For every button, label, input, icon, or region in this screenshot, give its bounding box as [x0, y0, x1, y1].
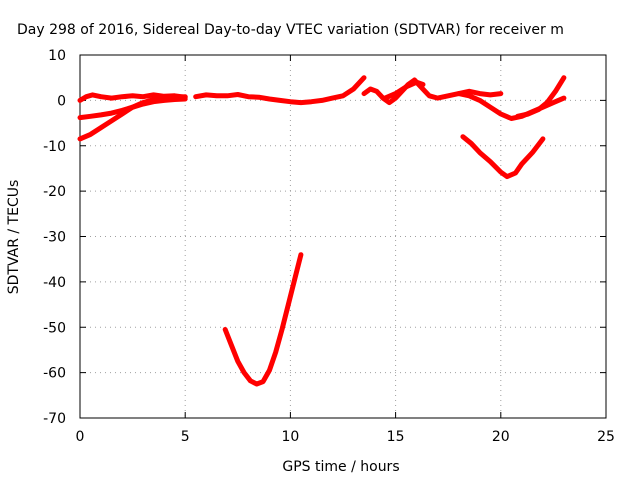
x-axis-label: GPS time / hours: [282, 459, 399, 475]
y-tick-label: -50: [43, 320, 66, 336]
y-tick-label: -70: [43, 411, 66, 427]
grid-lines: [80, 55, 606, 418]
x-tick-label: 5: [181, 429, 190, 445]
series-line-7: [515, 75, 567, 119]
y-tick-label: -40: [43, 275, 66, 291]
y-tick-label: -20: [43, 184, 66, 200]
x-tick-label: 0: [76, 429, 85, 445]
y-tick-label: -30: [43, 230, 66, 246]
series-line-2: [77, 94, 188, 142]
series-line-8: [460, 134, 546, 180]
series-line-9: [222, 252, 304, 387]
plot-frame: [79, 54, 607, 419]
axis-ticks: 0 5 10 15 20 25 10 0 -10 -20 -30 -40 -50 -60 -70: [43, 48, 615, 445]
data-series: [77, 75, 567, 387]
y-axis-label: SDTVAR / TECUs: [6, 180, 22, 295]
x-tick-label: 20: [492, 429, 510, 445]
series-line-5: [382, 79, 426, 101]
x-tick-label: 15: [387, 429, 405, 445]
y-tick-label: 0: [57, 93, 66, 109]
x-tick-label: 25: [597, 429, 615, 445]
y-tick-label: -10: [43, 139, 66, 155]
x-tick-label: 10: [281, 429, 299, 445]
y-tick-label: -60: [43, 366, 66, 382]
series-line-3: [193, 75, 367, 106]
y-tick-label: 10: [48, 48, 66, 64]
chart-title: Day 298 of 2016, Sidereal Day-to-day VTE…: [17, 22, 564, 38]
